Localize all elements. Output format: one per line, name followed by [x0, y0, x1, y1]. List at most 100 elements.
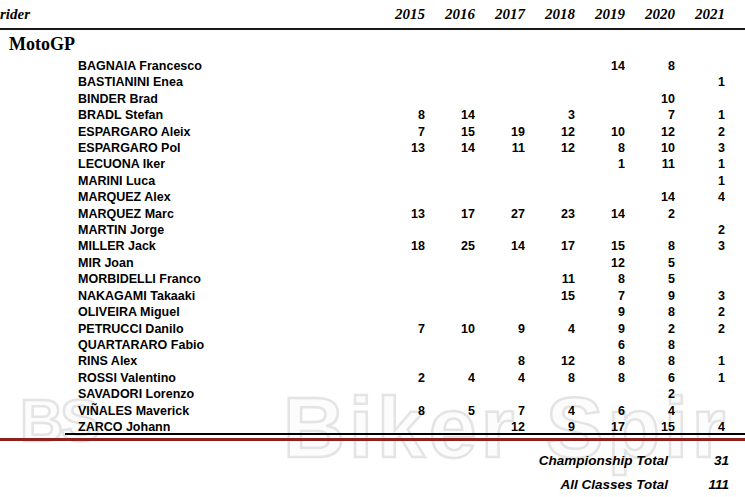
year-value — [675, 337, 725, 353]
year-value — [475, 304, 525, 320]
year-value — [575, 222, 625, 238]
year-value: 8 — [575, 353, 625, 369]
table-row: ROSSI Valentino2448861 — [0, 370, 745, 386]
year-value — [425, 156, 475, 172]
year-value: 10 — [625, 140, 675, 156]
year-value — [425, 74, 475, 90]
rider-name: OLIVEIRA Miguel — [0, 304, 375, 320]
year-value: 12 — [525, 124, 575, 140]
row-spacer — [725, 304, 745, 320]
row-spacer — [725, 386, 745, 402]
year-value — [425, 386, 475, 402]
year-value: 4 — [475, 370, 525, 386]
row-spacer — [725, 271, 745, 287]
year-value — [425, 189, 475, 205]
year-value: 2 — [625, 386, 675, 402]
row-spacer — [725, 222, 745, 238]
year-value: 7 — [375, 321, 425, 337]
year-value — [475, 173, 525, 189]
report-content: rider 2015201620172018201920202021 MotoG… — [0, 0, 745, 435]
year-value: 2 — [375, 370, 425, 386]
year-value: 4 — [675, 189, 725, 205]
row-spacer — [725, 173, 745, 189]
section-title: MotoGP — [0, 29, 745, 58]
year-value: 4 — [625, 403, 675, 419]
year-value — [425, 271, 475, 287]
year-value: 15 — [525, 288, 575, 304]
year-value — [375, 74, 425, 90]
year-value — [475, 107, 525, 123]
year-value — [525, 189, 575, 205]
rider-name: MARINI Luca — [0, 173, 375, 189]
year-value: 9 — [625, 288, 675, 304]
year-value — [525, 337, 575, 353]
year-value — [575, 91, 625, 107]
year-value — [375, 386, 425, 402]
rider-name: NAKAGAMI Takaaki — [0, 288, 375, 304]
year-value: 2 — [675, 124, 725, 140]
table-row: ESPARGARO Aleix715191210122 — [0, 124, 745, 140]
year-value: 14 — [575, 58, 625, 74]
year-value: 8 — [625, 238, 675, 254]
row-spacer — [725, 74, 745, 90]
year-value: 13 — [375, 206, 425, 222]
year-value: 2 — [625, 321, 675, 337]
year-value: 11 — [525, 271, 575, 287]
year-value: 8 — [625, 353, 675, 369]
year-value — [425, 304, 475, 320]
table-row: PETRUCCI Danilo71094922 — [0, 321, 745, 337]
year-value: 3 — [675, 140, 725, 156]
year-value — [375, 173, 425, 189]
year-value — [475, 189, 525, 205]
year-value — [375, 271, 425, 287]
year-value: 27 — [475, 206, 525, 222]
year-value: 1 — [675, 107, 725, 123]
red-divider-line — [0, 438, 745, 441]
year-value: 8 — [375, 403, 425, 419]
year-value: 12 — [575, 255, 625, 271]
year-value: 14 — [575, 206, 625, 222]
all-classes-total-value: 111 — [0, 477, 729, 492]
year-value: 6 — [625, 370, 675, 386]
year-column-header-2016: 2016 — [425, 0, 475, 29]
year-value: 14 — [475, 238, 525, 254]
table-row: RINS Alex812881 — [0, 353, 745, 369]
table-header-row: rider 2015201620172018201920202021 — [0, 0, 745, 29]
year-value — [375, 189, 425, 205]
year-value — [475, 386, 525, 402]
row-spacer — [725, 140, 745, 156]
year-value: 10 — [575, 124, 625, 140]
year-value: 5 — [425, 403, 475, 419]
year-value: 19 — [475, 124, 525, 140]
year-value — [525, 58, 575, 74]
results-report-page: BS Biker Spir rider 20152016201720182019… — [0, 0, 745, 497]
year-value: 8 — [475, 353, 525, 369]
year-value: 14 — [425, 107, 475, 123]
year-value: 7 — [375, 124, 425, 140]
year-value — [675, 91, 725, 107]
rider-name: BAGNAIA Francesco — [0, 58, 375, 74]
year-value: 1 — [675, 156, 725, 172]
table-row: VIÑALES Maverick857464 — [0, 403, 745, 419]
year-value — [675, 206, 725, 222]
year-value — [375, 58, 425, 74]
year-value: 6 — [575, 337, 625, 353]
year-value: 3 — [675, 238, 725, 254]
year-value — [675, 271, 725, 287]
year-value — [575, 189, 625, 205]
section-header-motogp: MotoGP — [0, 29, 745, 58]
row-spacer — [725, 189, 745, 205]
table-row: MARQUEZ Alex144 — [0, 189, 745, 205]
year-value — [425, 255, 475, 271]
year-value: 2 — [675, 222, 725, 238]
year-value — [375, 222, 425, 238]
year-value — [575, 173, 625, 189]
rider-name: MARTIN Jorge — [0, 222, 375, 238]
year-value — [425, 222, 475, 238]
rider-name: VIÑALES Maverick — [0, 403, 375, 419]
year-value — [375, 304, 425, 320]
table-row: BINDER Brad10 — [0, 91, 745, 107]
year-value: 7 — [475, 403, 525, 419]
year-column-header-2020: 2020 — [625, 0, 675, 29]
rider-results-table: rider 2015201620172018201920202021 MotoG… — [0, 0, 745, 435]
